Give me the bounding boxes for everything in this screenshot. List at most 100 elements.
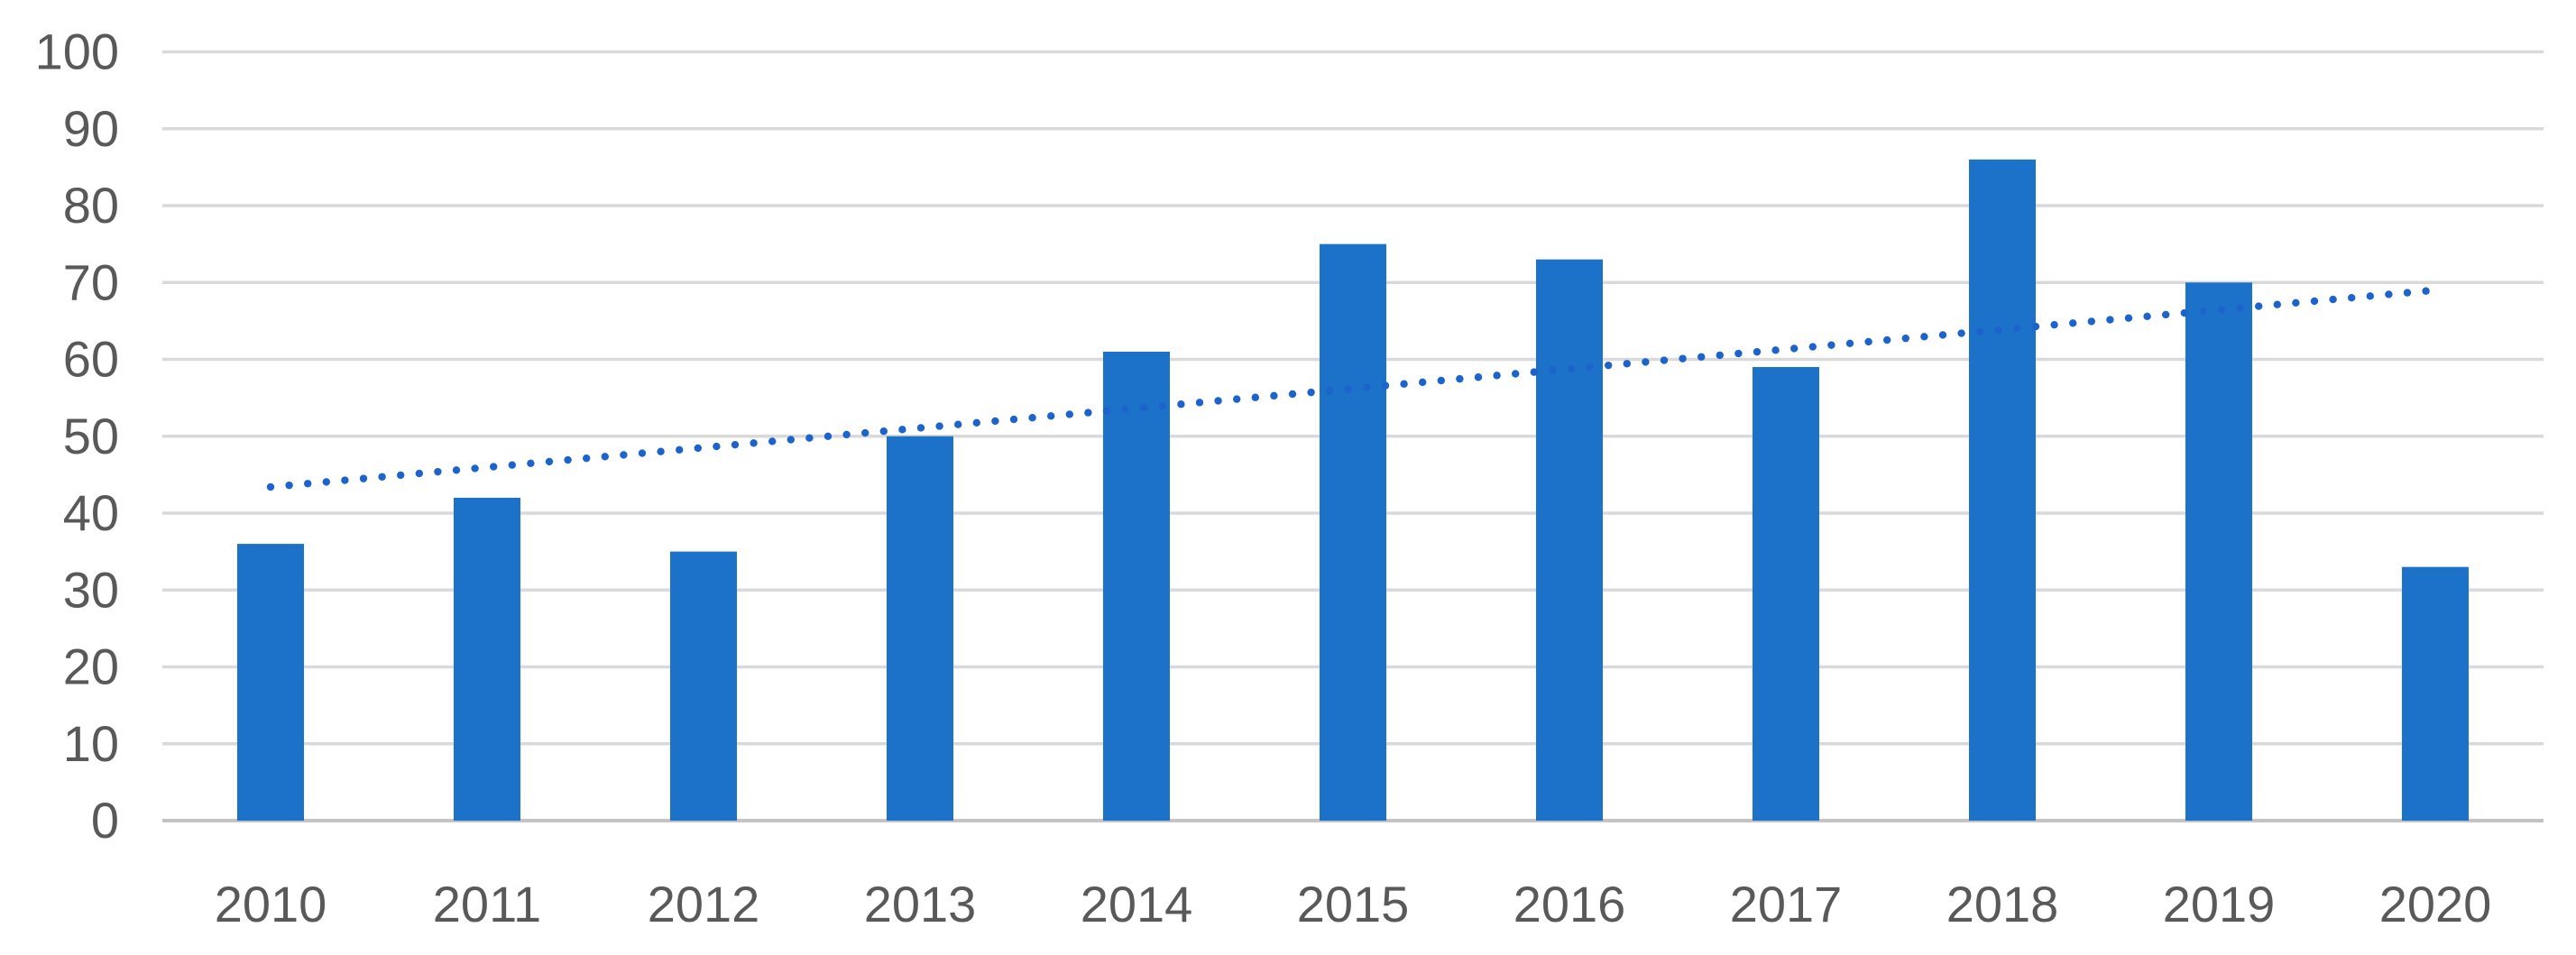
trendline-dot [1121, 405, 1129, 414]
trendline-dot [991, 417, 999, 426]
trendline-dot [2255, 302, 2263, 310]
trendline-dot [1437, 376, 1446, 385]
bar-2012 [670, 551, 737, 821]
y-tick-label: 50 [63, 408, 119, 464]
trendline-dot [1400, 380, 1408, 388]
trendline-dot [1177, 400, 1185, 409]
trendline-dot [2031, 322, 2040, 331]
trendline-dot [768, 437, 777, 445]
y-tick-label: 20 [63, 638, 119, 695]
trendline-dot [1827, 341, 1835, 349]
trendline-dot [1790, 344, 1799, 353]
y-tick-label: 100 [35, 23, 119, 80]
trendline-dot [2217, 306, 2226, 314]
trendline-dot [2310, 297, 2319, 306]
trendline-dot [879, 427, 888, 436]
x-tick-label: 2011 [433, 876, 541, 932]
trendline-dot [1028, 414, 1036, 422]
trendline-dot [508, 461, 516, 469]
trendline-dot [1047, 412, 1055, 420]
y-tick-label: 30 [63, 561, 119, 618]
bar-2014 [1103, 351, 1170, 822]
trendline-dot [2366, 292, 2374, 300]
trendline-dot [304, 480, 312, 488]
trendline-dot [861, 428, 869, 437]
trendline-dot [564, 455, 572, 464]
trendline-dot [935, 422, 943, 430]
bar-2019 [2185, 282, 2252, 821]
bar-2011 [454, 497, 520, 821]
y-tick-label: 90 [63, 100, 119, 157]
bar-2017 [1753, 367, 1819, 821]
trendline-dot [415, 469, 423, 478]
trendline-dot [1642, 358, 1650, 366]
trendline-dot [2422, 287, 2430, 295]
trendline-dot [285, 481, 293, 490]
trendline-dot [1251, 393, 1260, 401]
trendline-dot [2050, 320, 2058, 329]
trendline-dot [341, 476, 349, 484]
trendline-dot [805, 434, 814, 442]
bars-series [237, 159, 2469, 822]
x-axis-labels: 2010 2011 2012 2013 2014 2015 2016 2017 2018 2019… [215, 876, 2492, 932]
y-tick-label: 60 [63, 331, 119, 388]
trendline-dot [1567, 364, 1576, 373]
trendline-dot [2385, 290, 2393, 298]
x-tick-label: 2016 [1513, 876, 1626, 932]
trendline-dot [1697, 353, 1706, 361]
trendline-dot [916, 424, 925, 432]
x-tick-label: 2013 [864, 876, 977, 932]
trendline-dot [1363, 383, 1371, 391]
y-tick-label: 10 [63, 715, 119, 772]
y-tick-label: 40 [63, 484, 119, 541]
trendline-dot [954, 420, 962, 428]
trendline-dot [2180, 308, 2188, 317]
trendline-dot [266, 482, 275, 491]
trendline-dot [527, 459, 535, 467]
bar-2015 [1320, 243, 1386, 821]
trendline-dot [1753, 347, 1762, 356]
trendline-dot [2329, 295, 2337, 304]
trendline-dot [1938, 331, 1947, 339]
trendline-dot [378, 473, 386, 481]
x-tick-label: 2017 [1730, 876, 1843, 932]
trendline-dot [1994, 326, 2002, 335]
y-axis-labels: 0 10 20 30 40 50 60 70 80 90 100 [35, 23, 119, 849]
x-tick-label: 2014 [1081, 876, 1193, 932]
x-tick-label: 2010 [215, 876, 327, 932]
x-tick-label: 2018 [1946, 876, 2059, 932]
trendline-dot [2013, 324, 2021, 333]
trendline-dot [1456, 374, 1464, 383]
trendline-dot [1288, 390, 1297, 399]
trendline-dot [1920, 333, 1928, 341]
trendline-dot [1102, 407, 1111, 415]
trendline-dot [601, 453, 609, 461]
trendline-dot [1158, 401, 1167, 410]
trendline-dot [1326, 387, 1334, 395]
trendline [266, 287, 2430, 491]
trendline-dot [2162, 310, 2170, 319]
trendline-dot [1716, 351, 1725, 360]
trendline-dot [1864, 337, 1872, 346]
trendline-dot [1474, 373, 1483, 381]
trendline-dot [620, 451, 628, 459]
trendline-dot [1976, 327, 1984, 335]
trendline-dot [1883, 335, 1891, 344]
bar-2013 [887, 436, 953, 821]
trendline-dot [471, 464, 479, 473]
trendline-dot [823, 432, 833, 441]
trendline-dot [1381, 381, 1390, 390]
trendline-dot [2236, 304, 2244, 312]
trendline-dot [1307, 388, 1315, 397]
bar-2010 [237, 544, 304, 821]
trendline-dot [397, 471, 405, 480]
trendline-dot [434, 467, 442, 476]
y-tick-label: 80 [63, 177, 119, 234]
trendline-dot [694, 444, 702, 453]
trendline-dot [1901, 334, 1909, 343]
trendline-dot [1530, 368, 1539, 376]
trendline-dot [1679, 354, 1687, 363]
trendline-dot [490, 463, 498, 471]
